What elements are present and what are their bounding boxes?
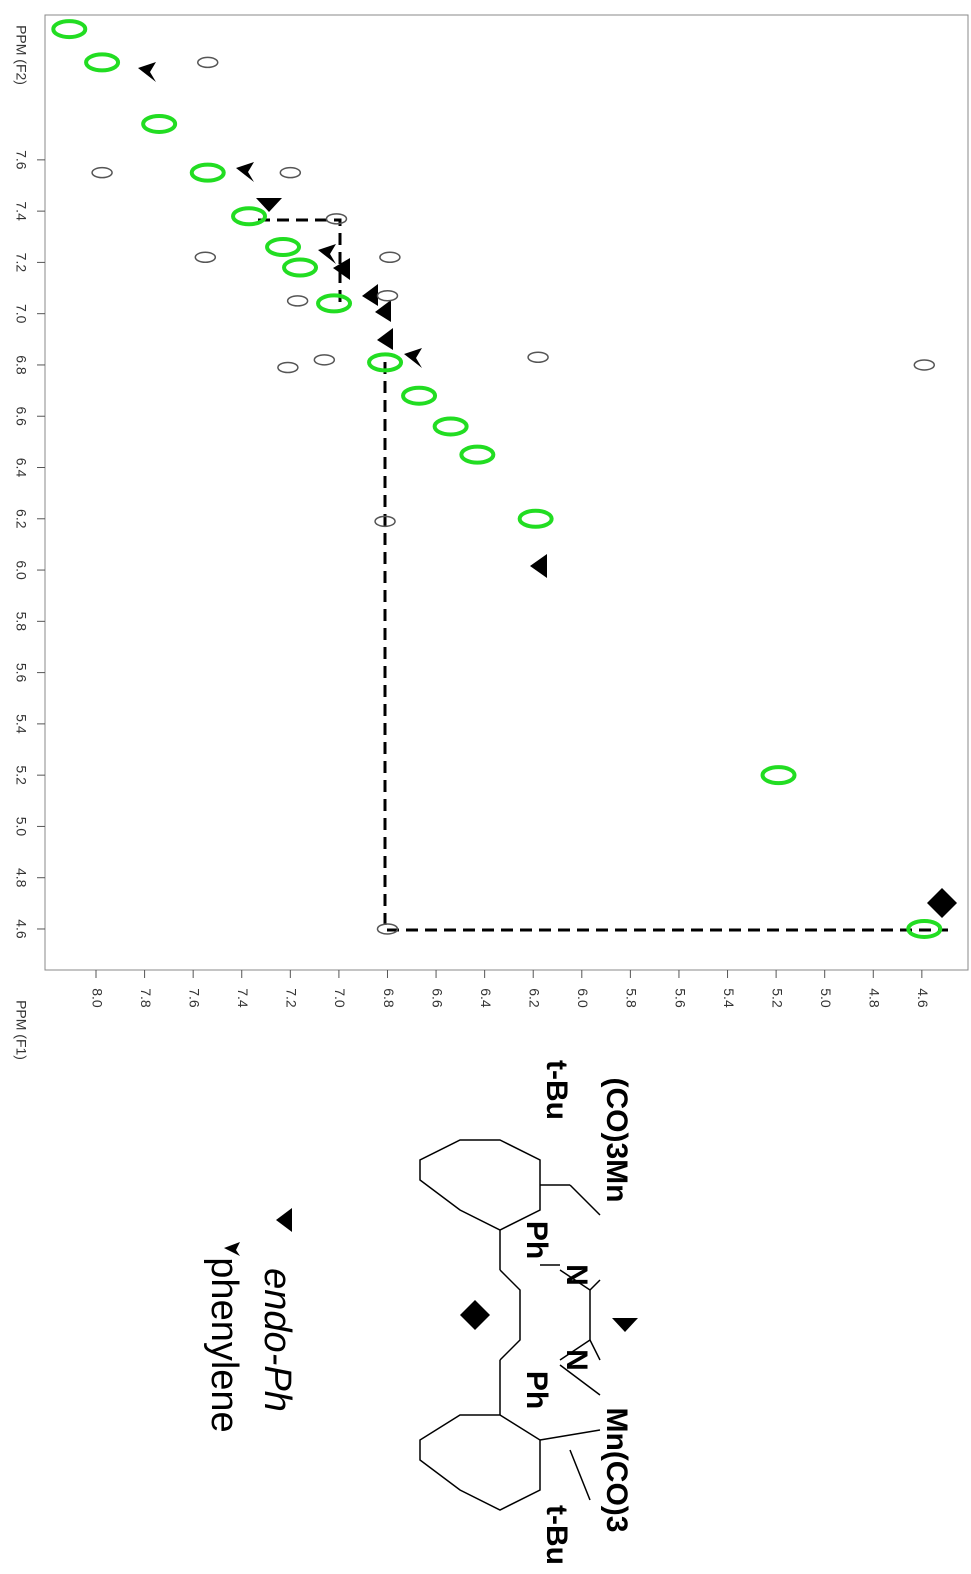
plot-frame (45, 15, 968, 970)
structure-label: Mn(CO)3 (600, 1408, 633, 1533)
x-tick-label: 4.8 (867, 988, 883, 1008)
x-tick-label: 6.4 (478, 988, 494, 1008)
y-tick-label: 7.0 (13, 304, 29, 324)
peak (288, 296, 308, 306)
peak (278, 363, 298, 373)
y-tick-label: 6.8 (13, 355, 29, 375)
y-tick-label: 5.0 (13, 817, 29, 837)
structure-label: (CO)3Mn (600, 1078, 633, 1203)
peak (92, 168, 112, 178)
peak (435, 418, 467, 434)
peak (403, 388, 435, 404)
structure-label: t-Bu (540, 1505, 573, 1565)
x-tick-label: 6.6 (429, 988, 445, 1008)
peak (914, 360, 934, 370)
x-tick-label: 6.8 (381, 988, 397, 1008)
structure-label: Ph (520, 1371, 553, 1409)
peak (520, 511, 552, 527)
x-axis-label: PPM (F1) (13, 1000, 29, 1060)
y-axis-label: PPM (F2) (13, 25, 29, 85)
markers (138, 62, 957, 1332)
x-tick-label: 4.6 (915, 988, 931, 1008)
x-tick-label: 7.8 (138, 988, 154, 1008)
y-tick-label: 5.8 (13, 612, 29, 632)
y-tick-label: 5.2 (13, 765, 29, 785)
peak (380, 252, 400, 262)
peak (377, 291, 397, 301)
peak (763, 767, 795, 783)
peak (198, 57, 218, 67)
structure-label: Ph (520, 1221, 553, 1259)
peak (528, 352, 548, 362)
y-tick-label: 5.4 (13, 714, 29, 734)
y-tick-label: 6.6 (13, 406, 29, 426)
peak (86, 54, 118, 70)
peak (280, 168, 300, 178)
x-tick-label: 5.2 (769, 988, 785, 1008)
y-tick-label: 5.6 (13, 663, 29, 683)
x-tick-label: 7.4 (235, 988, 251, 1008)
peak (461, 447, 493, 463)
peak (233, 208, 265, 224)
peak (284, 260, 316, 276)
y-tick-label: 6.2 (13, 509, 29, 529)
x-tick-label: 5.6 (672, 988, 688, 1008)
y-tick-label: 7.2 (13, 253, 29, 273)
legend-entry: endo-Ph (256, 1268, 298, 1412)
x-tick-label: 5.8 (624, 988, 640, 1008)
dashed-guides (258, 220, 948, 930)
x-tick-label: 7.2 (284, 988, 300, 1008)
y-tick-label: 6.0 (13, 560, 29, 580)
x-tick-label: 5.0 (818, 988, 834, 1008)
structure-label: t-Bu (540, 1060, 573, 1120)
y-tick-label: 4.8 (13, 868, 29, 888)
x-tick-label: 7.6 (186, 988, 202, 1008)
peak (192, 165, 224, 181)
x-tick-label: 6.2 (527, 988, 543, 1008)
peak (53, 21, 85, 37)
peak (318, 295, 350, 311)
peak (314, 355, 334, 365)
y-tick-label: 7.6 (13, 150, 29, 170)
peak (143, 116, 175, 132)
x-tick-label: 7.0 (332, 988, 348, 1008)
x-tick-label: 8.0 (89, 988, 105, 1008)
structure (420, 1140, 600, 1510)
structure-label: N (560, 1264, 593, 1286)
structure-label: N (560, 1349, 593, 1371)
x-tick-label: 6.0 (575, 988, 591, 1008)
peak (267, 239, 299, 255)
legend-entry: phenylene (203, 1257, 245, 1432)
y-tick-label: 4.6 (13, 919, 29, 939)
y-tick-label: 7.4 (13, 201, 29, 221)
chart: PPM (F2) PPM (F1) (CO)3Mn t-Bu Ph N N (0, 0, 971, 1569)
peak (195, 252, 215, 262)
y-tick-label: 6.4 (13, 458, 29, 478)
x-tick-label: 5.4 (721, 988, 737, 1008)
